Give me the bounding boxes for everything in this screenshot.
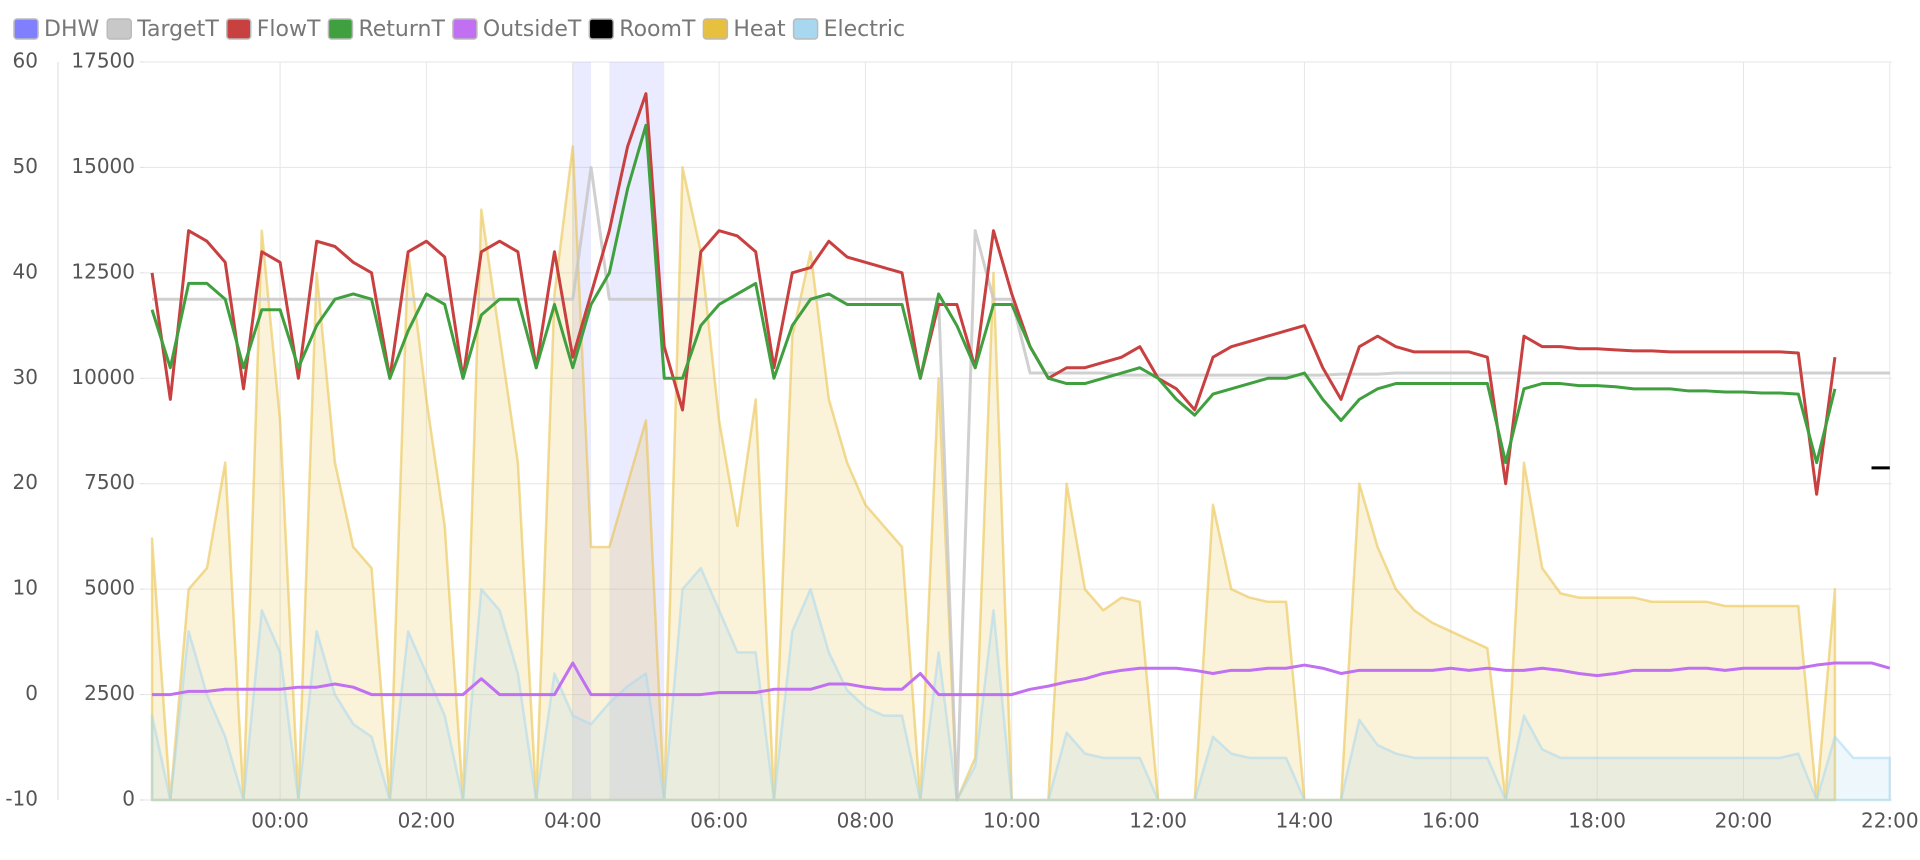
legend-label: Electric — [824, 17, 906, 42]
x-tick-label: 10:00 — [983, 809, 1041, 833]
legend-item[interactable]: ReturnT — [327, 17, 445, 42]
y-tick-label: 30 — [13, 365, 38, 389]
x-tick-label: 08:00 — [837, 809, 895, 833]
legend-swatch — [226, 18, 252, 40]
x-tick-label: 04:00 — [544, 809, 602, 833]
legend-swatch — [588, 18, 615, 40]
x-tick-label: 00:00 — [251, 809, 309, 833]
legend-item[interactable]: OutsideT — [452, 17, 582, 42]
legend-item[interactable]: Heat — [702, 17, 786, 42]
legend-item[interactable]: TargetT — [106, 17, 219, 42]
y-tick-label: 60 — [13, 49, 38, 73]
legend-label: ReturnT — [358, 17, 445, 42]
y2-tick-label: 15000 — [71, 154, 135, 178]
y2-tick-label: 0 — [122, 787, 135, 811]
y2-tick-label: 5000 — [84, 576, 135, 600]
legend-swatch — [702, 18, 729, 40]
line-targett — [152, 165, 1890, 802]
legend-item[interactable]: Electric — [792, 17, 906, 42]
legend-item[interactable]: DHW — [13, 17, 99, 42]
y2-tick-label: 7500 — [84, 470, 135, 494]
y-tick-label: 40 — [13, 259, 38, 283]
x-tick-label: 20:00 — [1715, 809, 1773, 833]
area-electric — [150, 566, 1892, 802]
legend-label: RoomT — [619, 17, 696, 42]
x-tick-label: 06:00 — [690, 809, 748, 833]
x-tick-label: 14:00 — [1276, 809, 1334, 833]
x-tick-label: 12:00 — [1129, 809, 1187, 833]
y-tick-label: 20 — [13, 470, 38, 494]
legend-label: FlowT — [257, 17, 321, 42]
dhw-band — [609, 62, 628, 800]
y2-tick-label: 17500 — [71, 49, 135, 73]
y-tick-label: -10 — [5, 787, 38, 811]
legend-label: DHW — [44, 17, 99, 42]
y2-tick-label: 12500 — [71, 259, 135, 283]
y-tick-label: 0 — [25, 681, 38, 705]
y-tick-label: 10 — [13, 576, 38, 600]
legend-item[interactable]: FlowT — [226, 17, 321, 42]
dhw-band — [645, 62, 665, 800]
line-outsidet — [152, 661, 1891, 697]
dhw-band — [627, 62, 646, 800]
legend-item[interactable]: RoomT — [588, 17, 696, 42]
legend-swatch — [106, 18, 132, 40]
y-tick-label: 50 — [13, 154, 38, 178]
legend-swatch — [327, 18, 354, 40]
legend-swatch — [452, 18, 478, 40]
y2-tick-label: 2500 — [84, 681, 135, 705]
legend-label: OutsideT — [483, 17, 582, 42]
x-tick-label: 02:00 — [398, 809, 456, 833]
legend-swatch — [13, 18, 39, 40]
y2-tick-label: 10000 — [71, 365, 135, 389]
x-tick-label: 22:00 — [1861, 809, 1919, 833]
area-heat — [150, 145, 1837, 802]
legend-label: TargetT — [136, 17, 219, 42]
legend-swatch — [792, 18, 819, 40]
legend-label: Heat — [733, 17, 786, 42]
x-tick-label: 16:00 — [1422, 809, 1480, 833]
x-tick-label: 18:00 — [1568, 809, 1626, 833]
